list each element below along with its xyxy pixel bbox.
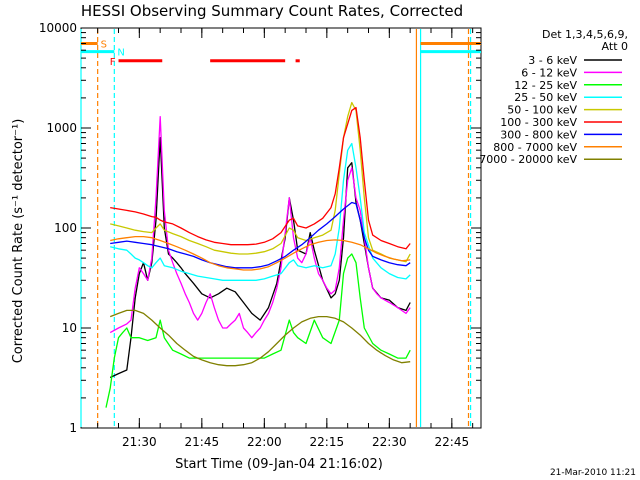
flag-label-n: N <box>117 48 124 59</box>
x-tick-label-22-15: 22:15 <box>310 435 345 449</box>
series-line-50-100-kev <box>110 101 411 263</box>
footer-date: 21-Mar-2010 11:21 <box>550 468 636 478</box>
legend-header-0: Det 1,3,4,5,6,9, <box>542 28 628 41</box>
y-tick-label-10: 10 <box>62 321 77 335</box>
legend-label-3-6-kev: 3 - 6 keV <box>528 54 577 67</box>
x-tick-label-21-30: 21:30 <box>122 435 157 449</box>
legend-label-12-25-kev: 12 - 25 keV <box>514 79 577 92</box>
legend-header-1: Att 0 <box>602 40 628 53</box>
series-layer <box>105 101 411 408</box>
x-tick-label-22-00: 22:00 <box>247 435 282 449</box>
x-tick-label-22-45: 22:45 <box>435 435 470 449</box>
chart-title: HESSI Observing Summary Count Rates, Cor… <box>81 2 463 20</box>
x-tick-label-21-45: 21:45 <box>185 435 220 449</box>
series-line-25-50-kev <box>110 142 411 281</box>
series-line-100-300-kev <box>110 106 411 250</box>
series-line-3-6-kev <box>109 137 411 379</box>
flag-label-s: S <box>101 39 107 50</box>
y-tick-label-1: 1 <box>69 421 77 435</box>
flag-label-f: F <box>110 57 116 68</box>
legend-label-25-50-kev: 25 - 50 keV <box>514 91 577 104</box>
axes-layer: 21:30 21:45 22:00 22:15 22:30 22:45 1 10 100 1000… <box>39 21 481 449</box>
y-tick-label-1000: 1000 <box>46 121 77 135</box>
legend-label-800-7000-kev: 800 - 7000 keV <box>493 141 577 154</box>
x-axis-label: Start Time (09-Jan-04 21:16:02) <box>175 457 383 472</box>
y-tick-label-100: 100 <box>54 221 77 235</box>
series-line-300-800-kev <box>110 201 411 269</box>
y-axis-label: Corrected Count Rate (s⁻¹ detector⁻¹) <box>11 119 26 364</box>
y-tick-label-10000: 10000 <box>39 21 77 35</box>
series-line-7000-20000-kev <box>109 309 411 367</box>
legend-label-6-12-kev: 6 - 12 keV <box>521 66 577 79</box>
series-line-6-12-kev <box>109 115 411 339</box>
x-tick-label-22-30: 22:30 <box>372 435 407 449</box>
series-line-800-7000-kev <box>110 235 411 271</box>
legend-label-300-800-kev: 300 - 800 keV <box>500 128 577 141</box>
markers-layer: SNF <box>80 29 481 427</box>
legend-label-100-300-kev: 100 - 300 keV <box>500 116 577 129</box>
legend-label-50-100-kev: 50 - 100 keV <box>507 104 577 117</box>
legend-label-7000-20000-kev: 7000 - 20000 keV <box>479 153 577 166</box>
